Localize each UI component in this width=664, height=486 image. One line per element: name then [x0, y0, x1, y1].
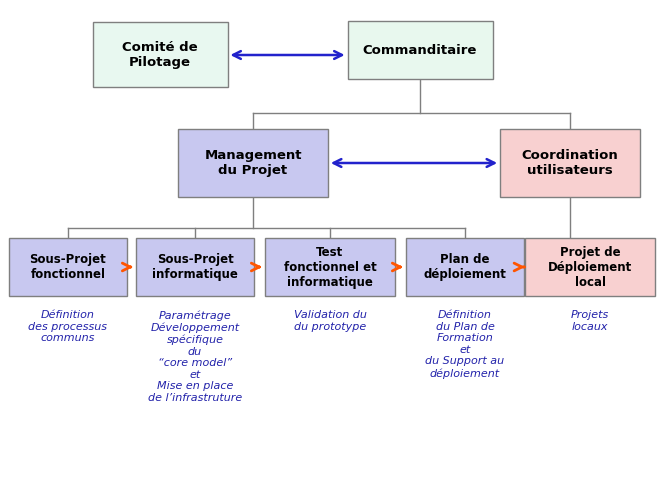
FancyBboxPatch shape: [347, 21, 493, 79]
FancyBboxPatch shape: [178, 129, 328, 197]
FancyBboxPatch shape: [406, 238, 524, 296]
Text: Projet de
Déploiement
local: Projet de Déploiement local: [548, 245, 632, 289]
FancyBboxPatch shape: [525, 238, 655, 296]
Text: Commanditaire: Commanditaire: [363, 44, 477, 56]
Text: Plan de
déploiement: Plan de déploiement: [424, 253, 507, 281]
Text: Définition
des processus
communs: Définition des processus communs: [29, 310, 108, 343]
FancyBboxPatch shape: [92, 22, 228, 87]
Text: Validation du
du prototype: Validation du du prototype: [293, 310, 367, 331]
Text: Sous-Projet
informatique: Sous-Projet informatique: [152, 253, 238, 281]
Text: Comité de
Pilotage: Comité de Pilotage: [122, 41, 198, 69]
Text: Coordination
utilisateurs: Coordination utilisateurs: [522, 149, 618, 177]
FancyBboxPatch shape: [500, 129, 640, 197]
Text: Paramétrage
Développement
spécifique
du
“core model”
et
Mise en place
de l’infra: Paramétrage Développement spécifique du …: [148, 310, 242, 403]
FancyBboxPatch shape: [9, 238, 127, 296]
Text: Test
fonctionnel et
informatique: Test fonctionnel et informatique: [284, 245, 376, 289]
FancyBboxPatch shape: [265, 238, 395, 296]
Text: Définition
du Plan de
Formation
et
du Support au
déploiement: Définition du Plan de Formation et du Su…: [426, 310, 505, 379]
Text: Projets
locaux: Projets locaux: [571, 310, 609, 331]
FancyBboxPatch shape: [136, 238, 254, 296]
Text: Sous-Projet
fonctionnel: Sous-Projet fonctionnel: [30, 253, 106, 281]
Text: Management
du Projet: Management du Projet: [205, 149, 301, 177]
